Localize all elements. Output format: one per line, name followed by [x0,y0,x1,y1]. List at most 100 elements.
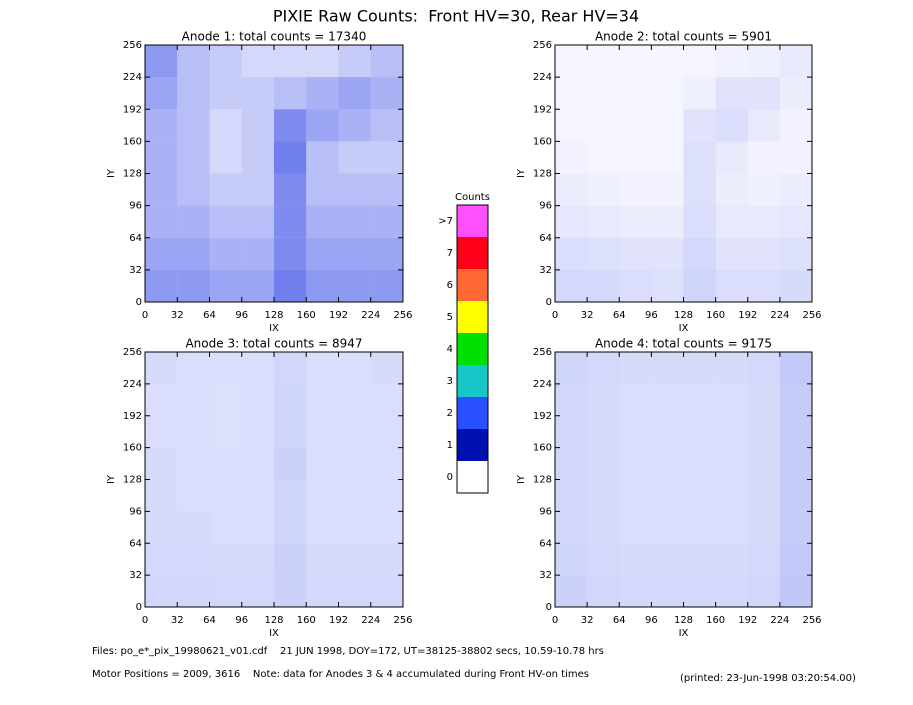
heatmap-cell [209,575,242,607]
heatmap-cell [587,383,620,416]
heatmap-cell [370,173,403,206]
heatmap-cell [619,269,652,302]
heatmap-cell [683,511,716,544]
heatmap-cell [241,511,274,544]
heatmap-cell [683,415,716,448]
heatmap-cell [651,352,684,384]
heatmap-cell [370,237,403,270]
x-tick-label: 256 [802,615,821,626]
heatmap-cell [747,383,780,416]
heatmap-cell [306,205,339,238]
heatmap-cell [619,45,651,77]
y-axis-label: IY [106,168,117,178]
heatmap-cell [779,237,812,270]
x-tick-label: 256 [393,615,412,626]
heatmap-cell [683,447,716,480]
heatmap-cell [651,109,683,141]
heatmap-cell [241,173,274,206]
heatmap-cell [779,575,812,607]
heatmap-cell [338,237,371,270]
heatmap-cell [145,109,178,142]
heatmap-cell [177,415,210,448]
heatmap-cell [651,511,684,544]
heatmap-cell [683,383,716,416]
heatmap-cell [747,141,780,174]
heatmap-cell [715,511,748,544]
heatmap-cell [587,45,620,78]
heatmap-cell [370,479,403,512]
heatmap-cell [747,415,780,448]
heatmap-cell [619,383,652,416]
heatmap-cell [241,269,274,302]
heatmap-cell [306,479,339,512]
heatmap-cell [587,237,620,270]
heatmap-cell [683,173,716,206]
heatmap-cell [587,543,620,576]
x-axis-label: IX [679,323,689,334]
y-tick-label: 64 [129,233,142,244]
heatmap-cell [306,45,339,78]
x-tick-label: 96 [645,310,658,321]
heatmap-cell [715,77,748,110]
heatmap-cell [715,543,748,576]
heatmap-cell [683,543,716,576]
heatmap-cell [145,447,178,480]
heatmap-cell [715,415,748,448]
heatmap-cell [274,447,307,480]
heatmap-cell [274,45,307,78]
x-tick-label: 192 [738,310,757,321]
heatmap-cell [651,415,684,448]
y-tick-label: 32 [539,265,552,276]
x-tick-label: 128 [264,615,283,626]
heatmap-cell [619,237,652,270]
heatmap-cell [747,543,780,576]
heatmap-cell [306,269,339,302]
heatmap-cell [241,415,274,448]
y-tick-label: 128 [123,169,142,180]
heatmap-cell [651,173,684,206]
heatmap-cell [338,543,371,576]
heatmap-cell [587,415,620,448]
heatmap-cell [370,269,403,302]
heatmap-cell [306,415,339,448]
heatmap-cell [274,383,307,416]
heatmap-cell [209,352,242,384]
heatmap-cell [779,205,812,238]
heatmap-cell [651,77,684,110]
y-axis-label: IY [106,474,117,484]
heatmap-cell [555,141,588,174]
heatmap-cell [241,383,274,416]
heatmap-cell [779,141,812,174]
heatmap-cell [715,173,748,206]
heatmap-cell [619,543,652,576]
colorbar-swatch [457,301,488,333]
heatmap-cell [555,352,588,384]
heatmap-cell [145,543,178,576]
y-tick-label: 224 [533,72,552,83]
heatmap-cell [145,77,178,110]
footer-line: Motor Positions = 2009, 3616 Note: data … [92,669,589,680]
heatmap-cell [145,205,178,238]
heatmap-cell [177,575,210,607]
heatmap-cell [306,352,339,384]
heatmap-cell [241,109,274,142]
heatmap-cell [177,383,210,416]
x-tick-label: 160 [297,310,316,321]
heatmap-cell [274,511,307,544]
heatmap-cell [274,205,307,238]
x-tick-label: 0 [552,310,558,321]
x-axis-label: IX [269,323,279,334]
heatmap-cell [715,479,748,512]
heatmap-cell [555,511,588,544]
heatmap-cell [209,205,242,238]
x-tick-label: 192 [738,615,757,626]
heatmap-cell [177,543,210,576]
heatmap-cell [306,447,339,480]
heatmap-cell [306,77,339,110]
x-tick-label: 160 [706,310,725,321]
heatmap-cell [241,575,274,607]
heatmap-cell [587,205,620,238]
heatmap-cell [715,45,748,78]
colorbar-swatch [457,397,488,429]
heatmap-cell [145,415,178,448]
